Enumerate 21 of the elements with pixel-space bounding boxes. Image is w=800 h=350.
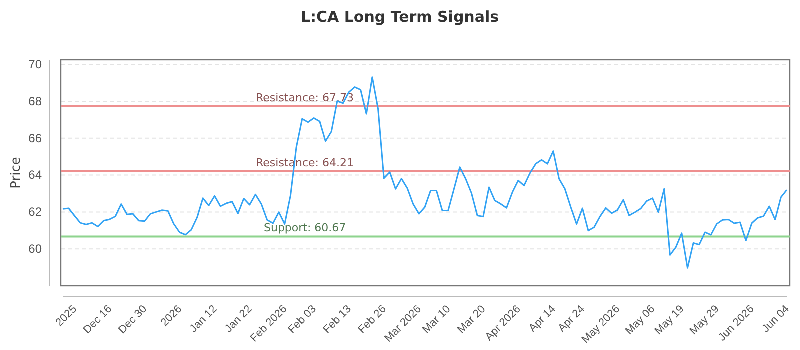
x-tick-label: Feb 26 (356, 303, 389, 336)
y-tick-label: 60 (28, 242, 42, 256)
x-tick-label: Feb 13 (321, 303, 354, 336)
x-tick-label: Mar 10 (420, 303, 454, 336)
line-series (62, 76, 788, 269)
y-tick-label: 62 (28, 205, 42, 220)
ref-line-label: Support: 60.67 (264, 222, 346, 235)
chart-title: L:CA Long Term Signals (300, 8, 500, 26)
x-tick-label: Jan 22 (222, 303, 255, 336)
y-tick-label: 70 (28, 57, 42, 72)
x-tick-label: Feb 03 (286, 303, 319, 336)
y-tick-label: 66 (28, 131, 42, 146)
x-tick-label: Apr 24 (556, 303, 588, 335)
x-tick-label: Dec 30 (116, 303, 150, 336)
x-tick-label: Jan 12 (188, 303, 220, 336)
x-tick-label: Apr 14 (526, 303, 558, 335)
x-tick-label: Jun 04 (760, 303, 792, 336)
y-axis-title: Price (9, 157, 24, 189)
y-tick-label: 64 (28, 168, 42, 182)
y-tick-label: 68 (28, 94, 42, 108)
x-tick-label: Dec 16 (81, 303, 115, 336)
